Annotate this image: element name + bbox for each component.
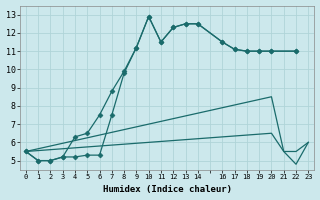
X-axis label: Humidex (Indice chaleur): Humidex (Indice chaleur) — [103, 185, 232, 194]
